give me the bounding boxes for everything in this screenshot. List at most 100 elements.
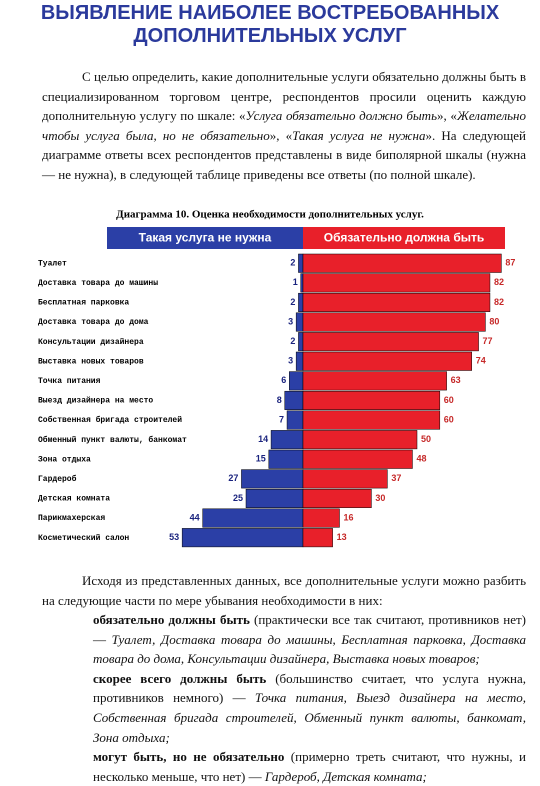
category-label: Выезд дизайнера на место [38,397,153,406]
bar [302,410,441,430]
bar [302,390,441,410]
bar [302,253,502,273]
list: Гардероб, Детская комната; [264,768,427,784]
legend-label: Такая услуга не нужна [139,231,272,245]
items: обязательно должны быть (практически все… [93,610,526,786]
value-label: 15 [256,454,266,464]
value-label: 60 [444,395,454,405]
intro: С целью определить, какие дополнительные… [42,67,526,185]
bar [286,410,304,430]
value-label: 27 [228,473,238,483]
lead: Исходя из представленных данных, все доп… [42,573,526,608]
category-label: Парикмахерская [38,514,105,523]
category-label: Туалет [38,259,67,268]
value-label: 48 [416,454,426,464]
value-label: 3 [288,316,293,326]
list: Точка питания, Выезд дизайнера на место,… [93,690,526,745]
bar [245,488,304,508]
bar [302,371,447,391]
bar [302,292,491,312]
bar [302,469,388,489]
bar [302,273,491,293]
chart-title: Диаграмма 10. Оценка необходимости допол… [116,209,424,221]
bar [302,528,333,548]
bar [300,273,304,293]
term: могут быть, но не обязательно [93,749,285,765]
term: скорее всего должны быть [93,670,267,686]
category-label: Собственная бригада строителей [38,416,182,425]
chart: Диаграмма 10. Оценка необходимости допол… [38,209,515,548]
legend-box [107,227,303,249]
note: (большинство считает, что услуга нужна, … [93,670,526,706]
bar [289,371,304,391]
bar [302,488,372,508]
value-label: 60 [444,414,454,424]
bar [268,449,304,469]
item: скорее всего должны быть (большинство сч… [93,669,526,747]
bar [295,351,304,371]
title: ВЫЯВЛЕНИЕ НАИБОЛЕЕ ВОСТРЕБОВАННЫХ ДОПОЛН… [0,2,540,48]
category-label: Доставка товара до дома [38,318,149,327]
title-line: ВЫЯВЛЕНИЕ НАИБОЛЕЕ ВОСТРЕБОВАННЫХ [40,2,500,24]
category-label: Зона отдыха [38,455,91,464]
value-label: 50 [421,434,431,444]
bar [298,253,304,273]
value-label: 30 [375,493,385,503]
bar [302,312,486,332]
legend-label: Обязательно должна быть [324,231,484,245]
category-label: Бесплатная парковка [38,299,129,308]
title-line: ДОПОЛНИТЕЛЬНЫХ УСЛУГ [133,25,407,47]
bar [302,351,472,371]
value-label: 77 [483,336,493,346]
value-label: 16 [343,512,353,522]
value-label: 87 [505,258,515,268]
value-label: 3 [288,356,293,366]
bar [181,528,304,548]
text: », « [436,108,457,124]
text: Услуга обязательно должно быть [245,108,437,124]
text: С целью определить, какие дополнительные… [42,69,526,124]
value-label: 6 [281,375,286,385]
bar [202,508,304,528]
list: Туалет, Доставка товара до машины, Беспл… [93,631,526,667]
value-label: 63 [451,375,461,385]
bar [302,430,418,450]
text: », « [269,127,293,143]
value-label: 80 [489,316,499,326]
value-label: 13 [337,532,347,542]
value-label: 2 [290,297,295,307]
value-label: 44 [190,512,200,522]
text: Желательно чтобы услуга была, но не обяз… [42,108,526,143]
category-label: Доставка товара до машины [38,279,158,288]
category-label: Обменный пункт валюты, банкомат [38,436,187,445]
value-label: 37 [391,473,401,483]
item: обязательно должны быть (практически все… [93,610,526,669]
value-label: 74 [476,356,486,366]
category-label: Детская комната [38,495,110,504]
term: обязательно должны быть [93,612,250,627]
bar [298,292,304,312]
category-label: Косметический салон [38,534,129,543]
value-label: 53 [169,532,179,542]
bar [298,332,304,352]
bar [302,508,340,528]
legend-box [303,227,505,249]
category-label: Консультации дизайнера [38,338,144,347]
bar [302,332,479,352]
value-label: 2 [290,336,295,346]
text: ». На следующей диаграмме ответы всех ре… [42,127,527,182]
bar [241,469,304,489]
category-label: Гардероб [38,475,77,484]
note: (практически все так считают, противнико… [93,612,526,647]
value-label: 25 [233,493,243,503]
value-label: 8 [277,395,282,405]
value-label: 82 [494,277,504,287]
text: Такая услуга не нужна [292,127,426,143]
bar [302,449,413,469]
value-label: 2 [290,258,295,268]
category-label: Выставка новых товаров [38,357,144,366]
value-label: 14 [258,434,268,444]
value-label: 7 [279,414,284,424]
category-label: Точка питания [38,377,101,386]
